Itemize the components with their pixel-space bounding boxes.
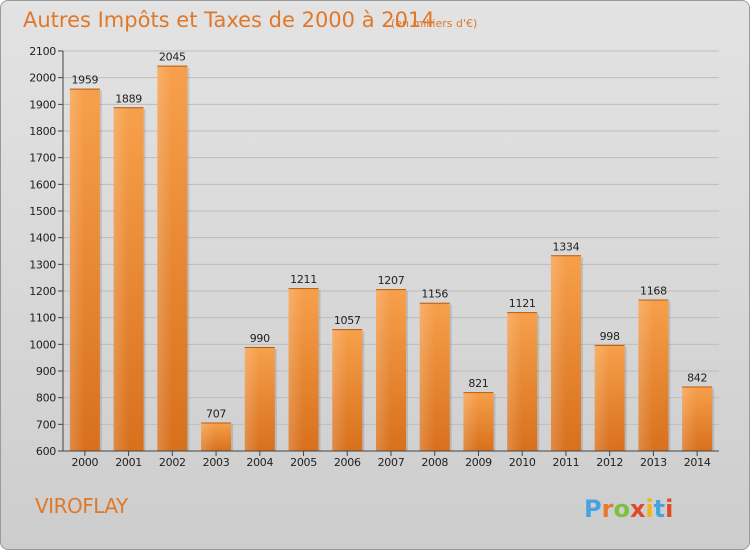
logo-letter: o <box>613 495 630 523</box>
x-tick-label: 2008 <box>421 456 448 469</box>
logo-letter: i <box>665 495 673 523</box>
y-tick-label: 1300 <box>29 258 56 271</box>
logo-letter: t <box>654 495 665 523</box>
x-tick-label: 2010 <box>509 456 536 469</box>
y-tick-label: 1800 <box>29 125 56 138</box>
bar-2004: 990 <box>244 332 277 451</box>
bar-2005: 1211 <box>288 273 321 451</box>
data-label: 1334 <box>553 240 580 253</box>
x-tick-label: 2002 <box>159 456 186 469</box>
bar-2012: 998 <box>594 330 627 451</box>
x-tick-label: 2009 <box>465 456 492 469</box>
y-tick-label: 1900 <box>29 98 56 111</box>
y-tick-label: 700 <box>36 418 56 431</box>
bar-highlight <box>376 289 391 451</box>
bar-highlight <box>419 302 435 451</box>
bar-highlight <box>288 288 304 451</box>
y-tick-label: 800 <box>36 392 56 405</box>
bar-2001: 1889 <box>113 92 146 452</box>
bar-highlight <box>682 386 698 451</box>
bar-2003: 707 <box>201 407 234 451</box>
y-tick-label: 1100 <box>29 312 56 325</box>
y-tick-label: 1500 <box>29 205 56 218</box>
data-label: 990 <box>250 332 270 345</box>
x-tick-label: 2011 <box>553 456 580 469</box>
y-tick-label: 1700 <box>29 152 56 165</box>
chart-title: Autres Impôts et Taxes de 2000 à 2014 <box>23 8 435 32</box>
x-tick-label: 2005 <box>290 456 317 469</box>
bar-2014: 842 <box>682 371 715 451</box>
bar-2007: 1207 <box>376 274 408 451</box>
bar-2010: 1121 <box>507 297 540 451</box>
bar-highlight <box>332 329 348 451</box>
bar-highlight <box>507 312 523 451</box>
x-axis-ticks: 2000 2001 2002 2003 2004 2005 2006 2007 2008 2009… <box>71 451 711 469</box>
data-label: 1156 <box>421 288 448 301</box>
location-name: VIROFLAY <box>35 494 129 518</box>
bar-highlight <box>69 88 85 451</box>
proxiti-logo: Proxiti <box>584 495 673 523</box>
bar-highlight <box>594 344 610 451</box>
y-tick-label: 1400 <box>29 232 56 245</box>
bar-2009: 821 <box>463 377 496 451</box>
data-label: 1959 <box>71 74 98 87</box>
x-tick-label: 2007 <box>378 456 405 469</box>
data-label: 1207 <box>378 274 405 287</box>
bar-highlight <box>550 255 566 451</box>
y-axis-ticks: 600 700 800 900 1000 1100 1200 1300 1400 1500 1600… <box>29 45 63 458</box>
y-tick-label: 2000 <box>29 72 56 85</box>
x-tick-label: 2003 <box>203 456 230 469</box>
x-tick-label: 2001 <box>115 456 142 469</box>
bar-2013: 1168 <box>638 285 671 451</box>
data-label: 821 <box>468 377 488 390</box>
data-label: 1121 <box>509 297 536 310</box>
y-tick-label: 1600 <box>29 178 56 191</box>
bar-highlight <box>463 392 479 451</box>
x-tick-label: 2012 <box>596 456 623 469</box>
x-tick-label: 2004 <box>246 456 273 469</box>
bar-highlight <box>638 299 654 451</box>
data-label: 998 <box>600 330 620 343</box>
bar-2002: 2045 <box>157 51 190 452</box>
data-label: 1211 <box>290 273 317 286</box>
bar-2006: 1057 <box>332 314 365 451</box>
y-tick-label: 600 <box>36 445 56 458</box>
x-tick-label: 2014 <box>684 456 711 469</box>
x-tick-label: 2013 <box>640 456 667 469</box>
bar-2011: 1334 <box>550 240 583 451</box>
data-label: 707 <box>206 407 226 420</box>
data-label: 842 <box>687 371 707 384</box>
x-tick-label: 2000 <box>71 456 98 469</box>
data-label: 1168 <box>640 285 667 298</box>
y-tick-label: 2100 <box>29 45 56 58</box>
bars: 1959 1889 2045 707 990 1211 1057 1207 1156 821 112… <box>69 51 715 452</box>
logo-letter: i <box>645 495 653 523</box>
chart-subtitle: (en milliers d'€) <box>391 17 477 30</box>
data-label: 2045 <box>159 51 186 64</box>
y-tick-label: 1200 <box>29 285 56 298</box>
data-label: 1889 <box>115 92 142 105</box>
logo-letter: x <box>630 495 646 523</box>
bar-2000: 1959 <box>69 74 102 451</box>
logo-letter: r <box>602 495 614 523</box>
bar-highlight <box>244 347 260 451</box>
bar-highlight <box>113 107 129 452</box>
data-label: 1057 <box>334 314 361 327</box>
logo-letter: P <box>584 495 602 523</box>
x-tick-label: 2006 <box>334 456 361 469</box>
bar-highlight <box>201 422 217 451</box>
bar-highlight <box>157 65 173 452</box>
y-tick-label: 1000 <box>29 338 56 351</box>
y-tick-label: 900 <box>36 365 56 378</box>
bar-2008: 1156 <box>419 288 452 451</box>
